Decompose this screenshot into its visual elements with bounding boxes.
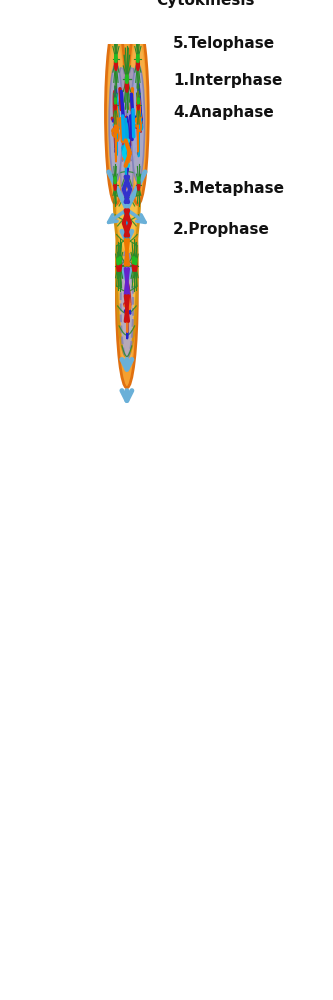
Ellipse shape [138,55,139,62]
Ellipse shape [135,260,137,271]
Ellipse shape [136,258,137,265]
Ellipse shape [118,192,136,340]
Ellipse shape [115,55,116,62]
Ellipse shape [118,258,119,265]
Ellipse shape [121,250,133,359]
Ellipse shape [107,39,125,188]
Ellipse shape [117,44,137,226]
Text: 1.Interphase: 1.Interphase [173,73,282,88]
Ellipse shape [117,260,119,271]
Ellipse shape [120,92,134,210]
Ellipse shape [118,223,136,371]
Ellipse shape [106,23,126,204]
Text: 5.Telophase: 5.Telophase [173,36,275,51]
Ellipse shape [115,52,129,176]
Ellipse shape [119,257,120,264]
Ellipse shape [138,179,140,190]
Ellipse shape [115,57,118,70]
Ellipse shape [117,206,137,388]
Ellipse shape [125,52,139,176]
Ellipse shape [117,175,137,357]
Ellipse shape [133,257,134,264]
Ellipse shape [132,259,135,271]
Ellipse shape [134,257,135,264]
Text: 4.Anaphase: 4.Anaphase [173,105,274,120]
Text: 3.Metaphase: 3.Metaphase [173,181,284,196]
Ellipse shape [138,177,139,184]
Ellipse shape [111,34,143,194]
Ellipse shape [136,57,139,70]
Text: Cytokinesis: Cytokinesis [157,0,255,8]
Ellipse shape [127,75,128,83]
Ellipse shape [115,177,116,184]
Ellipse shape [114,103,140,266]
Ellipse shape [135,258,136,265]
Ellipse shape [129,39,147,188]
Ellipse shape [120,257,121,264]
Ellipse shape [114,100,117,110]
Ellipse shape [119,259,122,271]
Ellipse shape [109,64,123,182]
Ellipse shape [131,64,145,182]
Ellipse shape [128,23,148,204]
Ellipse shape [137,100,140,110]
Ellipse shape [117,258,118,265]
Ellipse shape [116,118,138,252]
Ellipse shape [117,67,127,161]
Ellipse shape [127,67,137,161]
Ellipse shape [126,75,127,83]
Ellipse shape [114,177,115,184]
Ellipse shape [114,179,116,190]
Ellipse shape [118,61,136,209]
Text: 2.Prophase: 2.Prophase [173,222,270,237]
Ellipse shape [125,78,129,92]
Ellipse shape [139,177,140,184]
Ellipse shape [116,55,117,62]
Ellipse shape [137,55,138,62]
